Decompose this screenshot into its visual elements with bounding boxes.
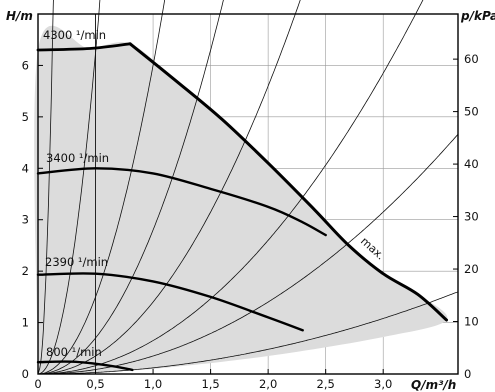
x-tick-label: 2,0 bbox=[259, 377, 277, 391]
curve-3400-rpm bbox=[36, 167, 327, 237]
system-curve bbox=[37, 0, 54, 375]
right-axis-label: p/kPa bbox=[460, 9, 495, 23]
curve-2390-rpm bbox=[36, 272, 304, 332]
curve-max bbox=[128, 42, 448, 322]
system-curve bbox=[37, 0, 424, 375]
operating-range-area bbox=[34, 25, 448, 375]
plot-frame bbox=[37, 13, 459, 375]
right-tick-label: 30 bbox=[464, 210, 479, 224]
right-tick-label: 60 bbox=[464, 52, 479, 66]
system-curve bbox=[37, 291, 459, 375]
left-tick-label: 4 bbox=[22, 161, 29, 175]
right-tick-label: 0 bbox=[464, 367, 471, 381]
left-tick-label: 6 bbox=[22, 58, 29, 72]
right-tick-label: 10 bbox=[464, 315, 479, 329]
label-4300-rpm: 4300 ¹/min bbox=[43, 28, 106, 42]
left-tick-label: 1 bbox=[22, 316, 29, 330]
x-tick-label: 0 bbox=[34, 377, 41, 391]
left-tick-label: 2 bbox=[22, 264, 29, 278]
curve-800-rpm bbox=[36, 360, 134, 372]
right-tick-label: 40 bbox=[464, 157, 479, 171]
x-tick-label: 3,0 bbox=[374, 377, 392, 391]
curve-4300-rpm bbox=[36, 42, 132, 52]
x-tick-label: 1,0 bbox=[144, 377, 162, 391]
x-tick-label: 1,5 bbox=[201, 377, 219, 391]
left-axis-label: H/m bbox=[6, 9, 33, 23]
label-800-rpm: 800 ¹/min bbox=[46, 345, 102, 359]
x-axis-label: Q/m³/h bbox=[411, 378, 456, 392]
left-tick-label: 3 bbox=[22, 213, 29, 227]
system-curve bbox=[37, 133, 459, 375]
x-tick-label: 2,5 bbox=[317, 377, 335, 391]
label-3400-rpm: 3400 ¹/min bbox=[46, 151, 109, 165]
x-tick-label: 0,5 bbox=[86, 377, 104, 391]
left-tick-label: 0 bbox=[22, 367, 29, 381]
left-tick-label: 5 bbox=[22, 110, 29, 124]
label-2390-rpm: 2390 ¹/min bbox=[45, 255, 108, 269]
right-tick-label: 50 bbox=[464, 105, 479, 119]
right-tick-label: 20 bbox=[464, 262, 479, 276]
pump-curves bbox=[36, 42, 448, 372]
